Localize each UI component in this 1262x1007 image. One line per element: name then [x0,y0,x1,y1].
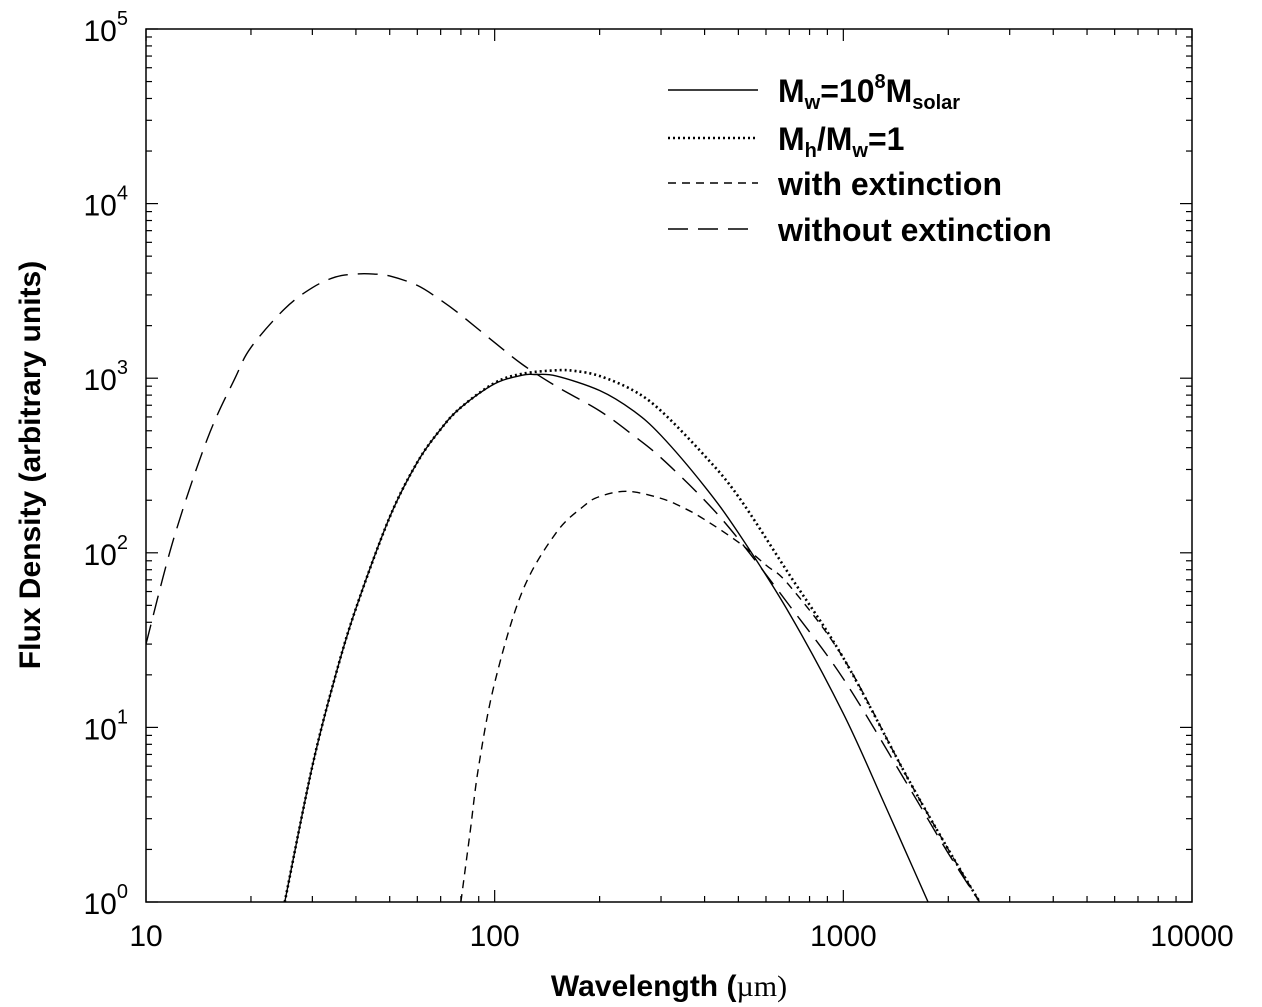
x-tick-label: 1000 [810,920,877,953]
x-tick-label: 10 [129,920,162,953]
x-tick-label: 100 [470,920,520,953]
x-axis-unit: µm [736,970,777,1003]
legend-label: with extinction [777,166,1002,202]
plot-frame [145,28,1193,903]
series-line-dotted [283,368,982,902]
series-line-solid [284,373,929,902]
y-axis-title: Flux Density (arbitrary units) [14,261,47,669]
y-tick-label: 102 [84,532,129,572]
y-tick-label: 100 [84,881,129,921]
y-tick-label: 104 [84,183,129,223]
y-tick-label: 105 [84,8,129,48]
legend-label: without extinction [777,212,1052,248]
series-line-short-dash [460,490,981,902]
y-tick-label: 103 [84,357,129,397]
legend-label: Mw=108Msolar [778,71,960,114]
x-tick-label: 10000 [1150,920,1233,953]
legend: Mw=108Msolar Mh/Mw=1 with extinction withou… [668,71,1052,248]
series-line-long-dash [146,273,981,902]
legend-label: Mh/Mw=1 [778,121,904,162]
series-layer [146,273,982,902]
y-tick-label: 101 [84,706,129,746]
x-axis-title: Wavelength (µm) [551,970,787,1003]
